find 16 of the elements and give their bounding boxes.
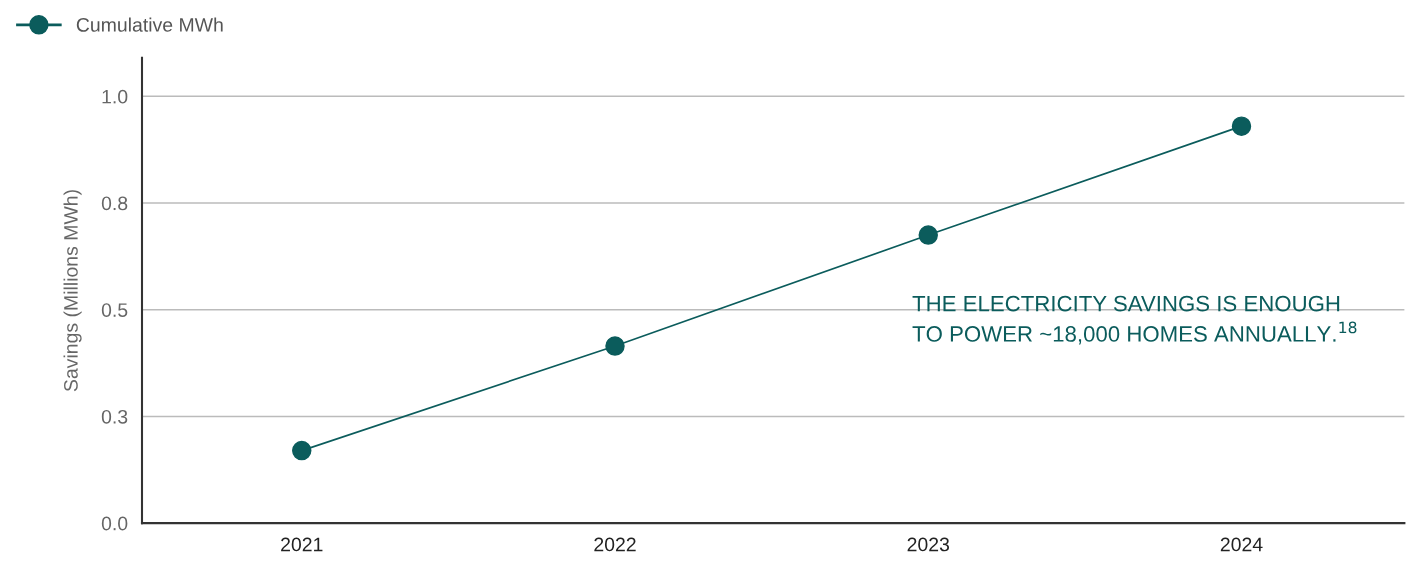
x-tick-label: 2022	[594, 537, 636, 552]
point	[1231, 116, 1252, 136]
point	[918, 225, 938, 245]
point	[605, 336, 625, 356]
y-tick-label: 0.0	[101, 516, 128, 531]
point	[292, 440, 312, 461]
legend-label: Cumulative MWh	[76, 17, 223, 32]
x-tick-label: 2024	[1220, 537, 1263, 552]
y-tick-label: 1.0	[102, 89, 128, 104]
y-axis-title: Savings (Millions MWh)	[63, 190, 82, 392]
x-tick-label: 2023	[907, 537, 950, 552]
annotation: THE ELECTRICITY SAVINGS IS ENOUGH TO POWER ~18,000 HOMES ANNUALLY.$^{18}$	[912, 295, 1357, 345]
y-tick-label: 0.5	[101, 303, 128, 317]
y-tick-label: 0.3	[101, 409, 128, 424]
y-tick-label: 0.8	[101, 196, 128, 211]
x-tick-label: 2021	[281, 537, 323, 552]
